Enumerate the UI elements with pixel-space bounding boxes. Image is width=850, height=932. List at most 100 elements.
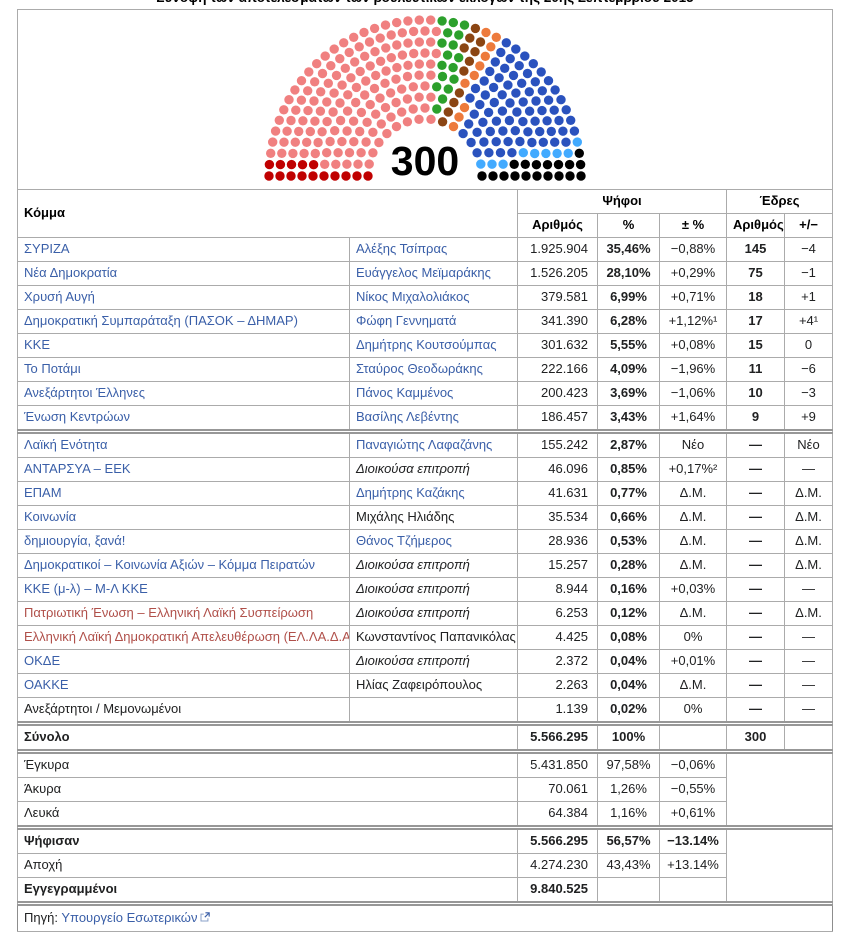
party-name-cell[interactable]: Νέα Δημοκρατία	[17, 260, 350, 286]
seat-dot	[518, 148, 529, 158]
seat-dot	[286, 159, 297, 170]
seat-dot	[501, 38, 512, 48]
leader-cell[interactable]: Παναγιώτης Λαφαζάνης	[349, 432, 518, 458]
seat-dot	[454, 112, 464, 122]
seat-dot	[264, 171, 274, 181]
seats-cell: —	[726, 624, 785, 650]
seat-dot	[380, 20, 391, 30]
votes-cell: 379.581	[517, 284, 598, 310]
party-name-cell[interactable]: ΣΥΡΙΖΑ	[17, 236, 350, 262]
party-name-cell[interactable]: ΟΑΚΚΕ	[17, 672, 350, 698]
leader-cell[interactable]: Φώφη Γεννηματά	[349, 308, 518, 334]
pct-change-cell: +0,08%	[659, 332, 727, 358]
party-name-cell[interactable]: Κοινωνία	[17, 504, 350, 530]
pct-change-cell: +0,17%²	[659, 456, 727, 482]
seat-dot	[521, 171, 531, 181]
leader-cell[interactable]: Δημήτρης Καζάκης	[349, 480, 518, 506]
seat-dot	[542, 160, 553, 170]
seats-change-cell: Δ.Μ.	[783, 528, 834, 554]
seat-dot	[391, 97, 401, 108]
party-name-cell[interactable]: Λαϊκή Ενότητα	[17, 432, 350, 458]
leader-cell	[349, 696, 518, 723]
seat-dot	[356, 107, 367, 118]
party-row: Ανεξάρτητοι Έλληνες Πάνος Καμμένος 200.423…	[17, 380, 834, 406]
seat-dot	[484, 148, 494, 158]
votes-cell: 2.372	[517, 648, 598, 674]
seat-dot	[360, 90, 370, 100]
party-name-cell[interactable]: Το Ποτάμι	[17, 356, 350, 382]
votes-cell: 28.936	[517, 528, 598, 554]
pct-change-cell: −0,88%	[659, 236, 727, 262]
party-name-cell[interactable]: Ανεξάρτητοι Έλληνες	[17, 380, 350, 406]
party-name-cell[interactable]: Δημοκρατικοί – Κοινωνία Αξιών – Κόμμα Πε…	[17, 552, 350, 578]
seat-dot	[386, 30, 396, 40]
party-name-cell[interactable]: ΚΚΕ (μ-λ) – Μ-Λ ΚΚΕ	[17, 576, 350, 602]
votes-cell: 1.526.205	[517, 260, 598, 286]
seat-dot	[375, 56, 386, 66]
seat-dot	[298, 116, 308, 126]
party-row: Δημοκρατική Συμπαράταξη (ΠΑΣΟΚ – ΔΗΜΑΡ) Φ…	[17, 308, 834, 334]
seats-change-cell: —	[783, 624, 834, 650]
seat-dot	[370, 47, 380, 57]
seat-dot	[342, 126, 352, 136]
leader-cell[interactable]: Αλέξης Τσίπρας	[349, 236, 518, 262]
leader-cell[interactable]: Σταύρος Θεοδωράκης	[349, 356, 518, 382]
leader-cell[interactable]: Δημήτρης Κουτσούμπας	[349, 332, 518, 358]
summary-label-cell: Άκυρα	[17, 776, 518, 802]
seat-dot	[459, 66, 469, 76]
seat-dot	[316, 87, 326, 97]
seat-dot	[443, 84, 454, 94]
party-row: Κοινωνία Μιχάλης Ηλιάδης 35.534 0,66% Δ.Μ. — Δ…	[17, 504, 834, 530]
percent-cell: 28,10%	[597, 260, 660, 286]
party-row: ΟΑΚΚΕ Ηλίας Ζαφειρόπουλος 2.263 0,04% Δ.Μ. — —	[17, 672, 834, 698]
votes-cell: 8.944	[517, 576, 598, 602]
party-name-cell[interactable]: ΕΠΑΜ	[17, 480, 350, 506]
seat-dot	[498, 126, 508, 136]
votes-cell: 1.925.904	[517, 236, 598, 262]
leader-cell[interactable]: Πάνος Καμμένος	[349, 380, 518, 406]
seat-dot	[408, 82, 419, 92]
header-seats-change: +/−	[783, 212, 834, 238]
leader-cell[interactable]: Νίκος Μιχαλολιάκος	[349, 284, 518, 310]
party-name-cell[interactable]: Ελληνική Λαϊκή Δημοκρατική Απελευθέρωση …	[17, 624, 350, 650]
seat-dot	[320, 51, 330, 61]
source-link[interactable]: Υπουργείο Εσωτερικών	[61, 909, 198, 925]
seat-dot	[296, 76, 307, 86]
party-name-cell[interactable]: Ένωση Κεντρώων	[17, 404, 350, 431]
seat-dot	[320, 159, 330, 169]
votes-cell: 155.242	[517, 432, 598, 458]
seat-dot	[375, 33, 385, 43]
party-name-cell[interactable]: Δημοκρατική Συμπαράταξη (ΠΑΣΟΚ – ΔΗΜΑΡ)	[17, 308, 350, 334]
seat-dot	[458, 128, 468, 139]
seat-dot	[304, 67, 314, 77]
leader-cell[interactable]: Βασίλης Λεβέντης	[349, 404, 518, 431]
party-row: ΚΚΕ Δημήτρης Κουτσούμπας 301.632 5,55% +0,08…	[17, 332, 834, 358]
seats-change-cell: —	[783, 456, 834, 482]
party-name-cell[interactable]: Πατριωτική Ένωση – Ελληνική Λαϊκή Συσπεί…	[17, 600, 350, 626]
leader-cell[interactable]: Ευάγγελος Μεϊμαράκης	[349, 260, 518, 286]
party-name-cell[interactable]: ΚΚΕ	[17, 332, 350, 358]
party-name-cell[interactable]: ΟΚΔΕ	[17, 648, 350, 674]
percent-cell: 0,04%	[597, 672, 660, 698]
party-name-cell[interactable]: Χρυσή Αυγή	[17, 284, 350, 310]
party-name-cell[interactable]: ΑΝΤΑΡΣΥΑ – ΕΕΚ	[17, 456, 350, 482]
seat-dot	[296, 95, 307, 105]
summary-label-cell: Ψήφισαν	[17, 828, 518, 854]
pct-change-cell: −13.14%	[659, 828, 727, 854]
party-row: Δημοκρατικοί – Κοινωνία Αξιών – Κόμμα Πε…	[17, 552, 834, 578]
seat-dot	[509, 159, 519, 169]
seat-dot	[518, 97, 528, 107]
party-name-cell[interactable]: δημιουργία, ξανά!	[17, 528, 350, 554]
section-separator	[16, 900, 834, 906]
header-percent: %	[597, 212, 660, 238]
pct-change-cell: 0%	[659, 696, 727, 723]
leader-cell[interactable]: Θάνος Τζήμερος	[349, 528, 518, 554]
seat-dot	[527, 137, 537, 148]
percent-cell: 0,04%	[597, 648, 660, 674]
seats-cell: 18	[726, 284, 785, 310]
seats-cell: —	[726, 576, 785, 602]
seat-dot	[442, 50, 453, 60]
hemicycle-row: 300	[16, 9, 834, 190]
seat-dot	[543, 76, 554, 86]
seat-dot	[476, 159, 486, 169]
